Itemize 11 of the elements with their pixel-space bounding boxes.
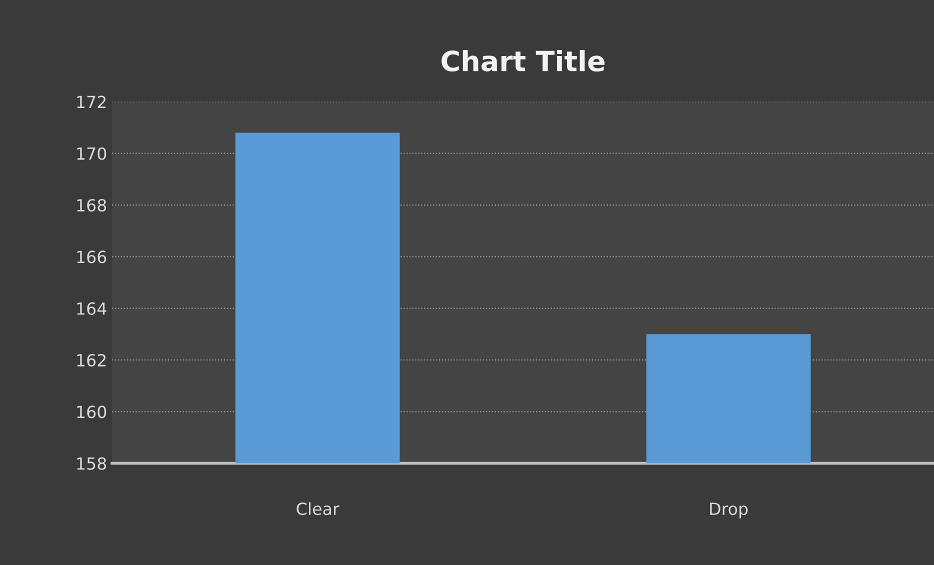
y-tick-label: 164 [77, 302, 106, 315]
y-tick-label: 166 [77, 250, 106, 264]
x-tick-label: Drop [710, 502, 748, 518]
chart-title: Chart Title [442, 50, 605, 72]
x-tick-label: Clear [296, 502, 340, 516]
y-tick-label: 170 [77, 147, 106, 160]
y-tick-label: 168 [77, 198, 106, 212]
y-tick-label: 162 [77, 354, 106, 367]
y-tick-label: 158 [77, 457, 106, 470]
y-tick-label: 160 [77, 406, 106, 418]
y-tick-label: 172 [77, 96, 106, 108]
